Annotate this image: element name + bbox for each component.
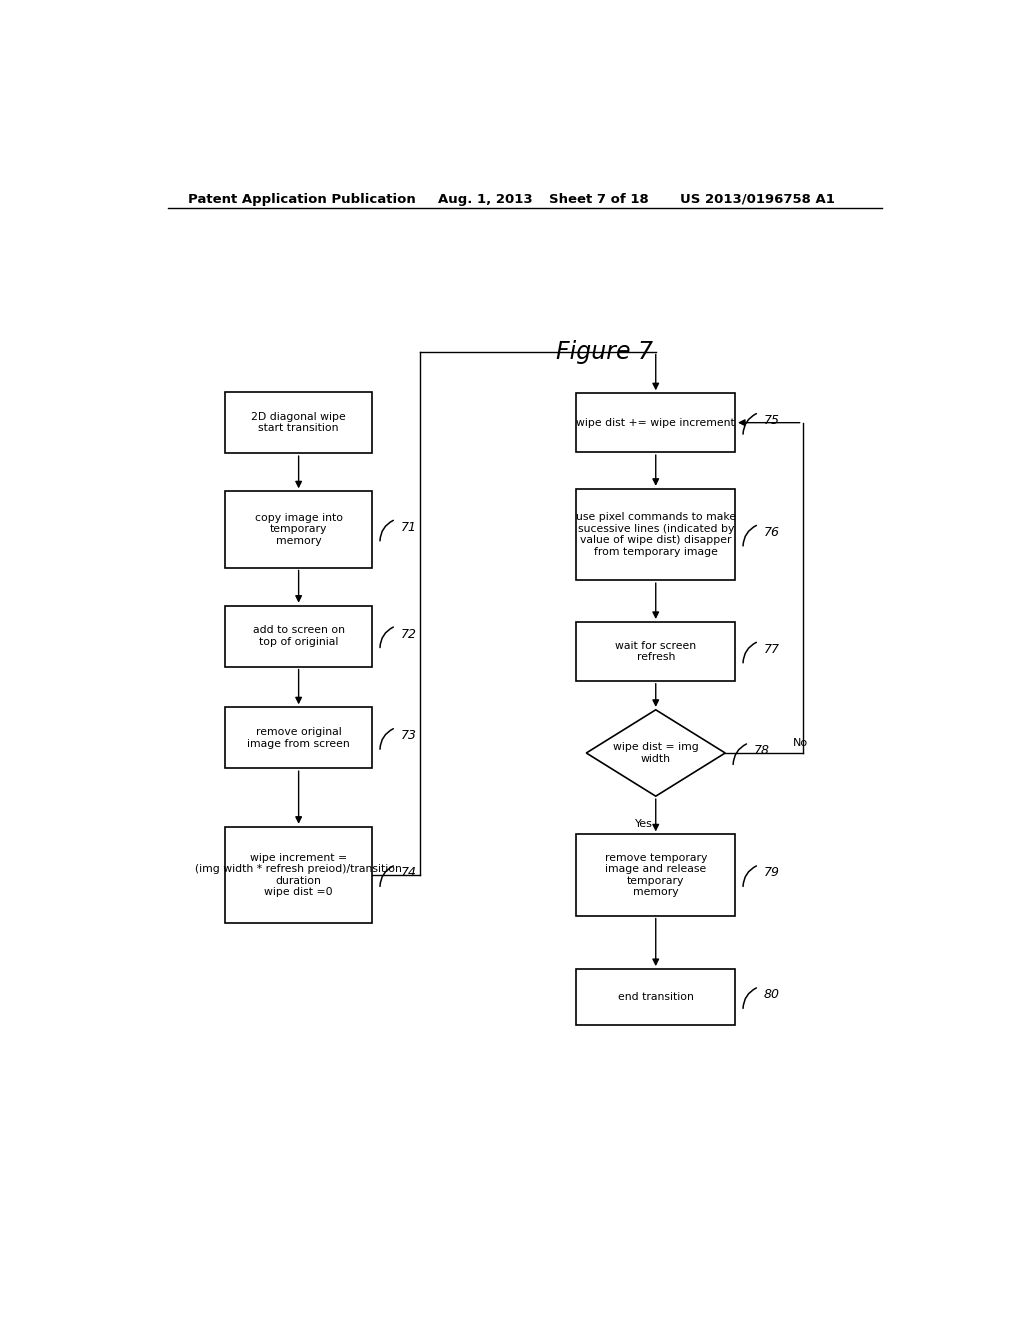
Text: 76: 76 <box>764 525 779 539</box>
Text: 78: 78 <box>754 744 770 758</box>
Text: wipe dist += wipe increment: wipe dist += wipe increment <box>577 417 735 428</box>
Text: wipe dist = img
width: wipe dist = img width <box>613 742 698 764</box>
FancyBboxPatch shape <box>225 826 372 923</box>
Text: Figure 7: Figure 7 <box>556 339 652 363</box>
Text: 74: 74 <box>400 866 417 879</box>
Text: Yes: Yes <box>635 818 652 829</box>
Text: Aug. 1, 2013: Aug. 1, 2013 <box>437 193 532 206</box>
Text: wipe increment =
(img width * refresh preiod)/transition
duration
wipe dist =0: wipe increment = (img width * refresh pr… <box>196 853 402 898</box>
Text: remove temporary
image and release
temporary
memory: remove temporary image and release tempo… <box>604 853 707 898</box>
Polygon shape <box>587 710 725 796</box>
Text: US 2013/0196758 A1: US 2013/0196758 A1 <box>680 193 835 206</box>
Text: remove original
image from screen: remove original image from screen <box>247 727 350 748</box>
Text: copy image into
temporary
memory: copy image into temporary memory <box>255 512 343 546</box>
FancyBboxPatch shape <box>577 393 735 453</box>
FancyBboxPatch shape <box>225 606 372 667</box>
FancyBboxPatch shape <box>225 708 372 768</box>
Text: Patent Application Publication: Patent Application Publication <box>187 193 416 206</box>
Text: 73: 73 <box>400 729 417 742</box>
Text: 75: 75 <box>764 414 779 428</box>
Text: No: No <box>793 738 808 748</box>
FancyBboxPatch shape <box>577 969 735 1024</box>
FancyBboxPatch shape <box>577 488 735 581</box>
Text: Sheet 7 of 18: Sheet 7 of 18 <box>549 193 648 206</box>
Text: end transition: end transition <box>617 991 693 1002</box>
Text: 2D diagonal wipe
start transition: 2D diagonal wipe start transition <box>251 412 346 433</box>
Text: wait for screen
refresh: wait for screen refresh <box>615 640 696 663</box>
FancyBboxPatch shape <box>225 491 372 568</box>
Text: add to screen on
top of originial: add to screen on top of originial <box>253 626 345 647</box>
Text: use pixel commands to make
sucessive lines (indicated by
value of wipe dist) dis: use pixel commands to make sucessive lin… <box>575 512 736 557</box>
Text: 71: 71 <box>400 521 417 533</box>
Text: 80: 80 <box>764 989 779 1002</box>
Text: 79: 79 <box>764 866 779 879</box>
FancyBboxPatch shape <box>577 622 735 681</box>
Text: 77: 77 <box>764 643 779 656</box>
FancyBboxPatch shape <box>577 834 735 916</box>
FancyBboxPatch shape <box>225 392 372 453</box>
Text: 72: 72 <box>400 627 417 640</box>
